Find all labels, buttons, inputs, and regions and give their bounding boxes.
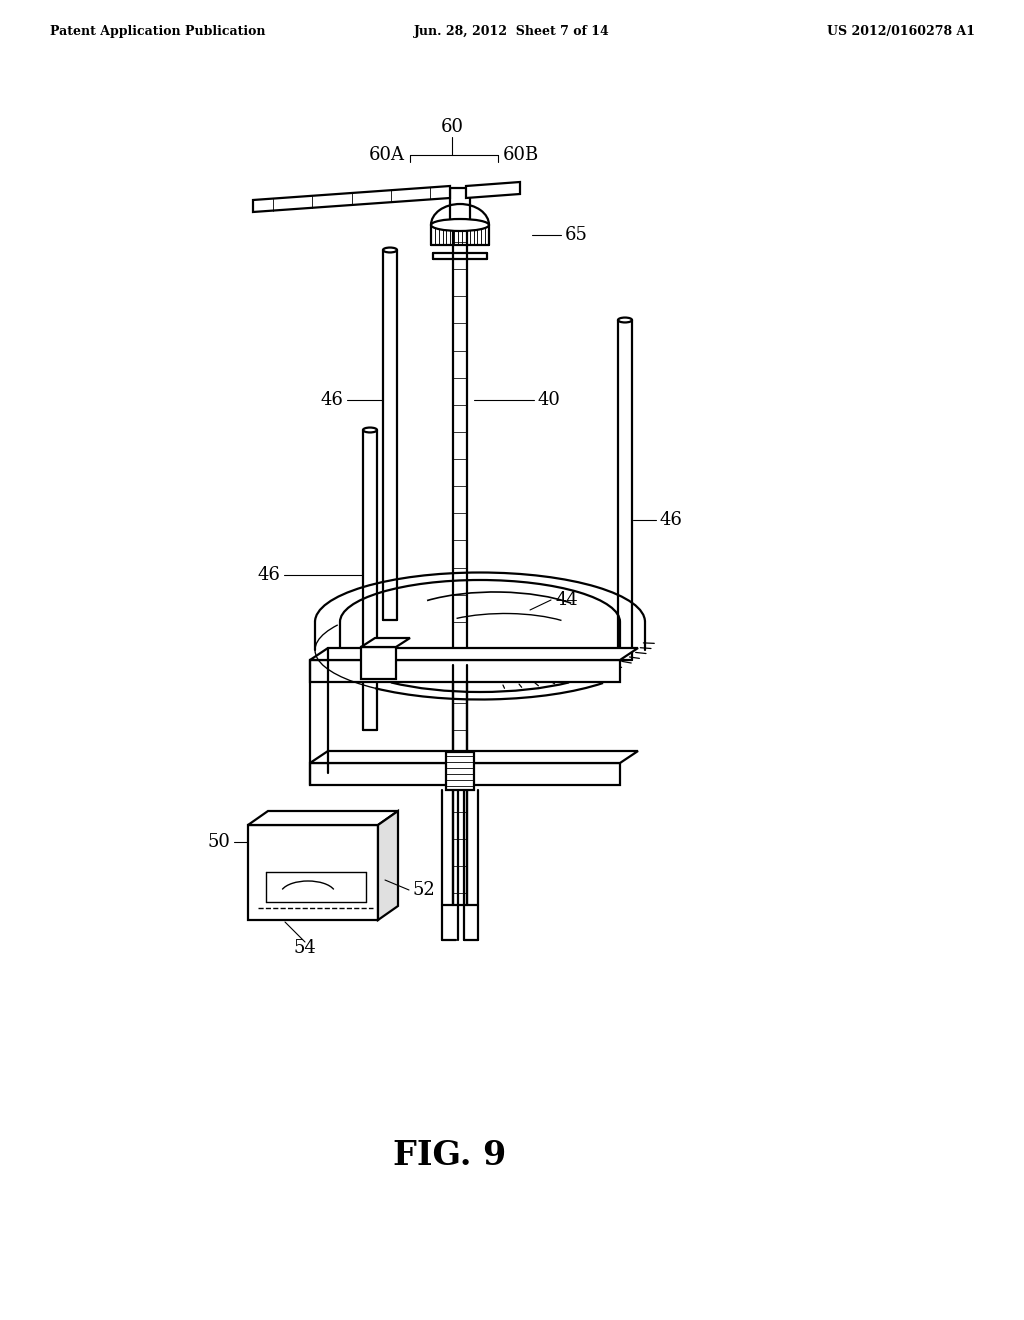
- Polygon shape: [310, 763, 620, 785]
- Polygon shape: [310, 751, 638, 763]
- Text: 52: 52: [412, 880, 435, 899]
- Polygon shape: [446, 752, 474, 789]
- Text: Jun. 28, 2012  Sheet 7 of 14: Jun. 28, 2012 Sheet 7 of 14: [414, 25, 610, 38]
- Text: 46: 46: [321, 391, 343, 409]
- Ellipse shape: [618, 318, 632, 322]
- Polygon shape: [310, 648, 638, 660]
- Ellipse shape: [362, 428, 377, 433]
- Text: 60: 60: [440, 117, 464, 136]
- Text: 46: 46: [257, 566, 280, 583]
- Text: 65: 65: [565, 226, 588, 244]
- Text: 60A: 60A: [369, 147, 406, 164]
- Polygon shape: [466, 182, 520, 198]
- Ellipse shape: [431, 219, 489, 231]
- Polygon shape: [248, 825, 378, 920]
- Ellipse shape: [383, 248, 397, 252]
- Polygon shape: [248, 810, 398, 825]
- Polygon shape: [253, 186, 450, 213]
- Text: Patent Application Publication: Patent Application Publication: [50, 25, 265, 38]
- Polygon shape: [361, 638, 410, 647]
- Text: 50: 50: [207, 833, 230, 851]
- Polygon shape: [378, 810, 398, 920]
- Text: 54: 54: [294, 939, 316, 957]
- Polygon shape: [361, 647, 396, 678]
- Text: 40: 40: [538, 391, 561, 409]
- Text: 60B: 60B: [503, 147, 540, 164]
- Polygon shape: [310, 660, 620, 682]
- Text: 44: 44: [555, 591, 578, 609]
- Text: US 2012/0160278 A1: US 2012/0160278 A1: [827, 25, 975, 38]
- Text: FIG. 9: FIG. 9: [393, 1139, 507, 1172]
- Text: 46: 46: [660, 511, 683, 529]
